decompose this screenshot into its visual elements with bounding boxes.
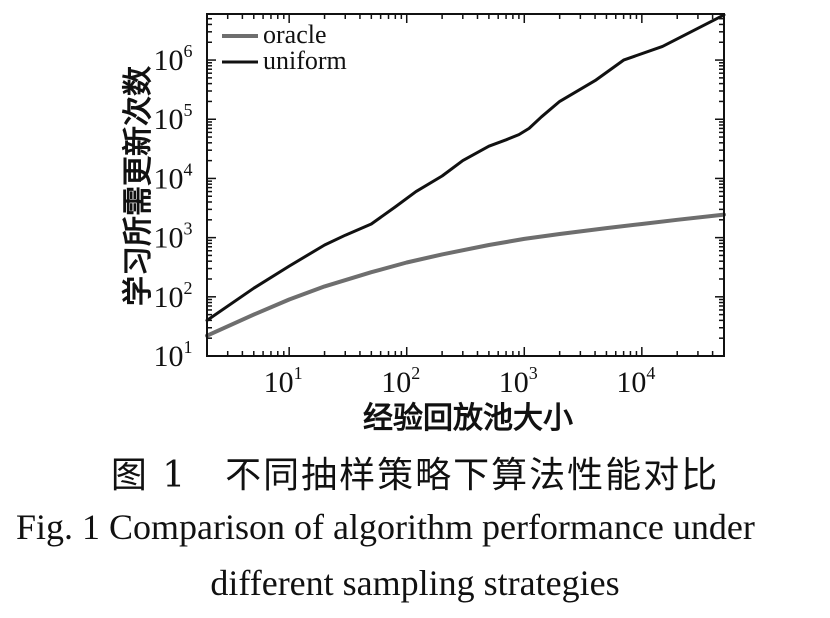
y-tick-label: 106 [154,41,193,77]
y-tick-label: 101 [154,337,193,373]
legend-label-oracle: oracle [263,20,327,49]
legend-label-uniform: uniform [263,46,347,75]
y-axis-title: 学习所需更新次数 [121,65,156,306]
y-tick-label: 103 [154,219,193,255]
x-tick-label: 104 [616,363,655,399]
caption-english-line2: different sampling strategies [210,563,620,603]
series-line-oracle [205,212,726,338]
y-tick-label: 104 [154,159,193,195]
x-tick-label: 102 [381,363,420,399]
caption-english-line1: Fig. 1 Comparison of algorithm performan… [16,507,755,547]
x-tick-label: 101 [264,363,303,399]
y-tick-label: 105 [154,100,193,136]
x-axis-title: 经验回放池大小 [363,401,573,436]
plot-frame [206,13,725,357]
series-line-uniform [205,13,726,322]
axes: 101 102 103 104 101 102 103 104 105 106 [154,13,725,399]
caption-chinese: 图 1 不同抽样策略下算法性能对比 [110,455,720,496]
plot-area [205,13,726,338]
x-tick-label: 103 [499,363,538,399]
y-tick-label: 102 [154,278,193,314]
